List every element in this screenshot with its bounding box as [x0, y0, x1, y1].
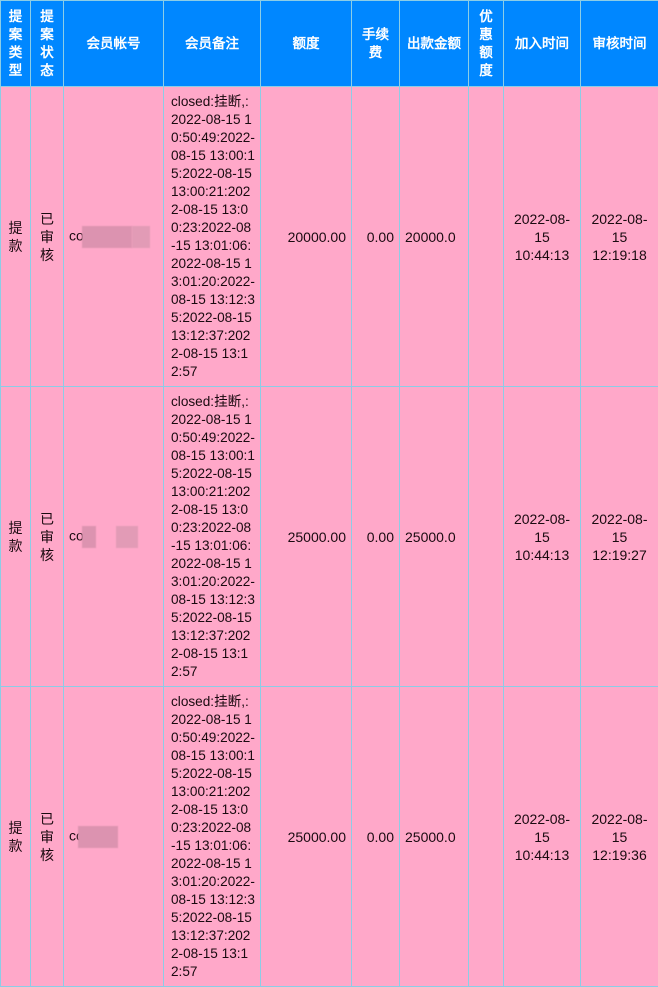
account-cell[interactable]: cor: [64, 87, 164, 387]
payout-cell: 25000.0: [400, 387, 469, 687]
discount-cell: [469, 87, 504, 387]
payout-cell: 20000.0: [400, 87, 469, 387]
type-cell: 提款: [1, 387, 31, 687]
remark-cell: closed:挂断,:2022-08-15 10:50:49:2022-08-1…: [164, 87, 261, 387]
added-time-cell: 2022-08-15 10:44:13: [504, 387, 581, 687]
header-payout[interactable]: 出款金额: [400, 1, 469, 87]
header-amount[interactable]: 额度: [261, 1, 352, 87]
review-time-cell: 2022-08-15 12:19:18: [581, 87, 658, 387]
redacted-account-mask: [78, 826, 118, 848]
remark-cell: closed:挂断,:2022-08-15 10:50:49:2022-08-1…: [164, 687, 261, 987]
discount-cell: [469, 387, 504, 687]
review-time-cell: 2022-08-15 12:19:27: [581, 387, 658, 687]
table-header-row: 提案类型 提案状态 会员帐号 会员备注 额度 手续费 出款金额 优惠额度 加入时…: [1, 1, 658, 87]
remark-cell: closed:挂断,:2022-08-15 10:50:49:2022-08-1…: [164, 387, 261, 687]
header-account[interactable]: 会员帐号: [64, 1, 164, 87]
added-time-cell: 2022-08-15 10:44:13: [504, 687, 581, 987]
amount-cell: 20000.00: [261, 87, 352, 387]
redacted-account-mask: [132, 226, 150, 248]
fee-cell: 0.00: [352, 87, 400, 387]
payout-cell: 25000.0: [400, 687, 469, 987]
fee-cell: 0.00: [352, 387, 400, 687]
header-status[interactable]: 提案状态: [31, 1, 64, 87]
fee-cell: 0.00: [352, 687, 400, 987]
header-added-time[interactable]: 加入时间: [504, 1, 581, 87]
header-review-time[interactable]: 审核时间: [581, 1, 658, 87]
status-cell: 已审核: [31, 87, 64, 387]
status-cell: 已审核: [31, 687, 64, 987]
header-fee[interactable]: 手续费: [352, 1, 400, 87]
discount-cell: [469, 687, 504, 987]
account-cell[interactable]: cor: [64, 387, 164, 687]
status-cell: 已审核: [31, 387, 64, 687]
amount-cell: 25000.00: [261, 387, 352, 687]
redacted-account-mask: [82, 226, 132, 248]
added-time-cell: 2022-08-15 10:44:13: [504, 87, 581, 387]
type-cell: 提款: [1, 687, 31, 987]
review-time-cell: 2022-08-15 12:19:36: [581, 687, 658, 987]
header-remark[interactable]: 会员备注: [164, 1, 261, 87]
redacted-account-mask: [82, 526, 96, 548]
redacted-account-mask: [116, 526, 138, 548]
type-cell: 提款: [1, 87, 31, 387]
account-cell[interactable]: co: [64, 687, 164, 987]
amount-cell: 25000.00: [261, 687, 352, 987]
header-discount[interactable]: 优惠额度: [469, 1, 504, 87]
header-type[interactable]: 提案类型: [1, 1, 31, 87]
